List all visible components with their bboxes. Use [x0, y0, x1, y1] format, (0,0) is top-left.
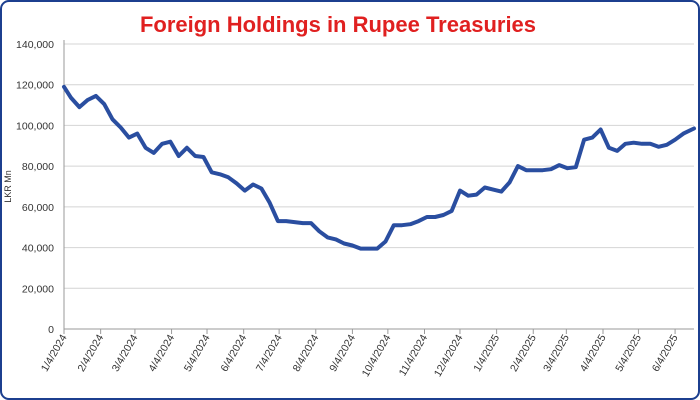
- data-point: [110, 117, 115, 121]
- data-point: [342, 241, 346, 246]
- data-point: [160, 142, 164, 146]
- data-point: [673, 138, 677, 142]
- data-point: [102, 102, 106, 106]
- data-point: [243, 189, 247, 193]
- data-point: [268, 201, 272, 205]
- data-point: [201, 155, 206, 159]
- data-point: [226, 175, 230, 179]
- data-point: [565, 166, 570, 170]
- data-point: [425, 215, 429, 219]
- data-point: [276, 219, 280, 223]
- y-tick-label: 140,000: [16, 39, 54, 51]
- data-point: [185, 146, 189, 150]
- data-point: [359, 247, 363, 251]
- y-axis-label: LKR Mn: [3, 170, 13, 203]
- data-point: [532, 168, 537, 172]
- data-point: [582, 138, 586, 142]
- data-point: [516, 164, 520, 168]
- data-point: [392, 223, 396, 227]
- data-point: [383, 239, 388, 244]
- data-point: [574, 165, 578, 169]
- axes: [63, 40, 694, 334]
- data-point: [417, 219, 421, 223]
- data-point: [62, 85, 66, 89]
- data-point: [450, 209, 454, 213]
- data-point: [77, 105, 81, 109]
- data-point: [326, 235, 330, 239]
- data-point: [210, 170, 214, 174]
- y-tick-label: 60,000: [22, 202, 54, 214]
- data-point: [656, 145, 661, 149]
- data-point: [135, 132, 139, 136]
- data-point: [466, 194, 470, 198]
- data-point: [458, 189, 462, 193]
- data-point: [218, 172, 222, 176]
- series-layer: [62, 84, 696, 251]
- chart-title: Foreign Holdings in Rupee Treasuries: [140, 12, 536, 37]
- y-tick-labels: 0 20,000 40,000 60,000 80,000 100,000 120,000 1…: [16, 39, 54, 336]
- data-point: [334, 237, 338, 241]
- data-point: [623, 142, 628, 146]
- data-point: [193, 154, 197, 158]
- data-point: [350, 243, 354, 248]
- data-point: [292, 220, 297, 224]
- data-point: [152, 151, 156, 155]
- data-point: [640, 142, 644, 146]
- data-point: [317, 229, 321, 233]
- data-point: [119, 125, 123, 130]
- data-point: [681, 132, 686, 136]
- data-point: [144, 146, 148, 150]
- data-point: [599, 127, 603, 132]
- y-tick-label: 80,000: [22, 161, 54, 173]
- y-tick-label: 20,000: [22, 283, 54, 295]
- data-point: [301, 221, 305, 225]
- data-point: [483, 185, 487, 190]
- data-point: [692, 126, 696, 131]
- data-point: [648, 142, 652, 146]
- data-point: [408, 222, 412, 226]
- data-point: [590, 136, 594, 140]
- data-point: [177, 154, 181, 158]
- y-tick-label: 120,000: [16, 80, 54, 92]
- data-point: [375, 247, 379, 251]
- data-point: [557, 163, 561, 167]
- data-point: [127, 136, 131, 140]
- data-point: [665, 143, 669, 147]
- data-point: [400, 223, 404, 227]
- data-point: [284, 219, 288, 223]
- y-tick-label: 100,000: [16, 120, 54, 132]
- data-point: [251, 182, 255, 187]
- data-point: [94, 94, 98, 98]
- data-point: [367, 247, 371, 251]
- data-point: [69, 96, 73, 100]
- data-point: [632, 141, 636, 145]
- data-point: [499, 190, 503, 194]
- data-point: [474, 193, 479, 197]
- data-point: [508, 180, 512, 184]
- data-point: [86, 98, 90, 102]
- y-tick-label: 0: [48, 324, 54, 336]
- data-point: [524, 168, 528, 172]
- data-point: [309, 221, 313, 225]
- y-tick-label: 40,000: [22, 243, 54, 255]
- data-point: [235, 181, 239, 185]
- data-point: [541, 168, 545, 172]
- data-point: [615, 149, 619, 153]
- data-point: [259, 186, 263, 191]
- data-point: [549, 167, 553, 171]
- data-point: [607, 146, 611, 150]
- data-point: [168, 140, 172, 144]
- data-point: [491, 188, 495, 192]
- data-point: [433, 215, 437, 219]
- data-point: [441, 213, 445, 217]
